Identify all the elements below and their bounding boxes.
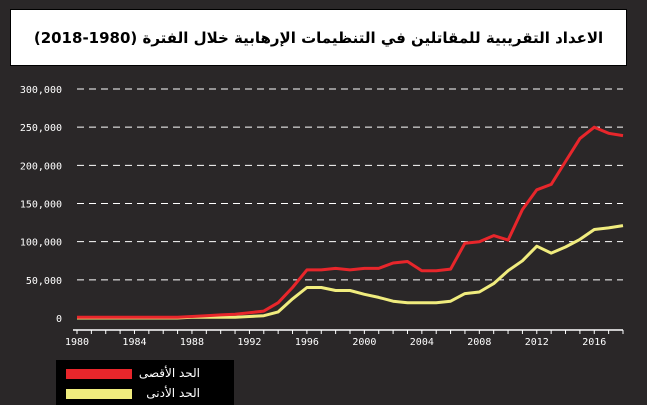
- y-axis: 0 50,000 100,000 150,000 200,000 250,000 300,0…: [20, 85, 62, 325]
- y-tick-label: 250,000: [20, 123, 62, 134]
- grid-lines: [77, 88, 623, 281]
- y-tick-label: 150,000: [20, 200, 62, 211]
- legend-label-max: الحد الأقصى: [138, 366, 200, 380]
- y-tick-label: 50,000: [26, 276, 62, 287]
- y-tick-label: 300,000: [20, 85, 62, 96]
- x-tick-label: 1992: [237, 337, 261, 348]
- y-tick-label: 0: [56, 314, 62, 325]
- legend-item-min: الحد الأدنى: [66, 384, 230, 404]
- x-tick-label: 2016: [582, 337, 606, 348]
- chart-title: الاعداد التقريبية للمقاتلين في التنظيمات…: [33, 28, 604, 47]
- legend-label-min: الحد الأدنى: [146, 386, 200, 400]
- series-lines: [77, 125, 624, 320]
- legend: الحد الأقصى الحد الأدنى: [56, 360, 234, 405]
- x-tick-label: 1984: [122, 337, 146, 348]
- legend-item-max: الحد الأقصى: [66, 364, 230, 384]
- x-tick-label: 1988: [180, 337, 204, 348]
- x-tick-label: 2008: [467, 337, 491, 348]
- series-line-max: [77, 125, 624, 319]
- x-axis: 1980 1984 1988 1992 1996 2000 2004 2008 2012 2016: [65, 329, 624, 348]
- x-tick-label: 1980: [65, 337, 89, 348]
- legend-swatch-max: [66, 369, 132, 379]
- x-tick-label: 2000: [352, 337, 376, 348]
- x-tick-label: 2012: [525, 337, 549, 348]
- y-tick-label: 200,000: [20, 161, 62, 172]
- legend-swatch-min: [66, 389, 132, 399]
- x-tick-label: 1996: [295, 337, 319, 348]
- chart-title-box: الاعداد التقريبية للمقاتلين في التنظيمات…: [10, 9, 627, 66]
- x-tick-label: 2004: [410, 337, 434, 348]
- series-line-min: [77, 224, 624, 320]
- y-tick-label: 100,000: [20, 238, 62, 249]
